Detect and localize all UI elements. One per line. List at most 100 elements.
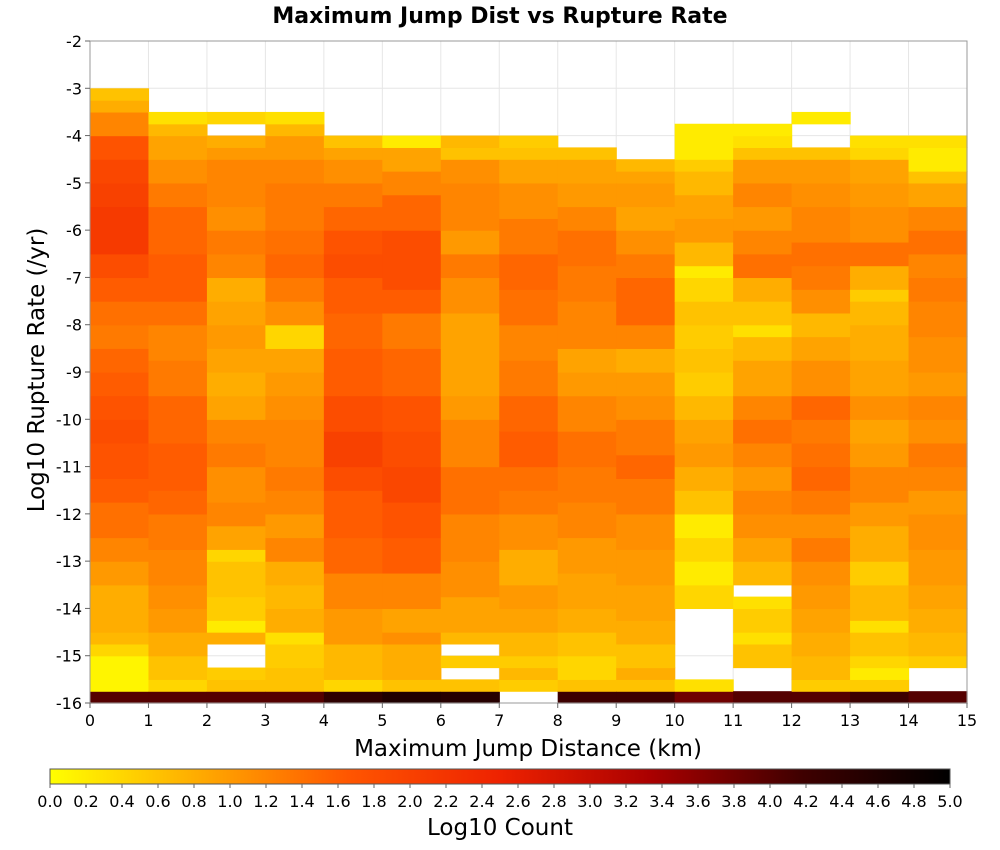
heatmap-cell — [908, 632, 968, 657]
heatmap-cell — [90, 100, 150, 113]
colorbar-tick-label: 3.6 — [685, 792, 710, 811]
heatmap-cell — [206, 691, 266, 704]
heatmap-cell — [206, 253, 266, 279]
heatmap-cell — [616, 454, 676, 479]
heatmap-cell — [206, 230, 266, 255]
colorbar-tick-label: 0.6 — [145, 792, 170, 811]
heatmap-cell — [440, 561, 500, 598]
heatmap-cell — [733, 632, 793, 645]
heatmap-cell — [382, 348, 442, 397]
heatmap-cell — [265, 419, 325, 468]
heatmap-cell — [265, 348, 325, 373]
heatmap-cell — [908, 655, 968, 669]
heatmap-cell — [90, 277, 150, 302]
colorbar-tick-label: 2.4 — [469, 792, 494, 811]
heatmap-cell — [616, 253, 676, 279]
colorbar-tick-label: 1.0 — [217, 792, 242, 811]
heatmap-cell — [850, 147, 910, 160]
x-tick-label: 2 — [202, 711, 212, 730]
heatmap-cell — [90, 442, 150, 479]
heatmap-cell — [616, 667, 676, 680]
heatmap-cell — [499, 159, 559, 184]
heatmap-cell — [265, 182, 325, 231]
heatmap-cell — [382, 147, 442, 172]
heatmap-cell — [674, 372, 734, 397]
heatmap-cell — [499, 466, 559, 491]
heatmap-cell — [440, 655, 500, 669]
heatmap-cell — [850, 265, 910, 290]
heatmap-cell — [616, 277, 676, 326]
heatmap-cell — [265, 667, 325, 692]
heatmap-cell — [323, 643, 383, 680]
heatmap-cell — [90, 561, 150, 586]
heatmap-cell — [674, 561, 734, 586]
heatmap-cell — [206, 135, 266, 148]
heatmap-cell — [850, 395, 910, 420]
heatmap-cell — [148, 159, 208, 184]
y-axis-ticks: -2 -3 -4 -5 -6 -7 -8 -9 -10 -11 -12 -13 -14 -15 -16 — [56, 32, 90, 713]
x-axis-label: Maximum Jump Distance (km) — [354, 736, 702, 762]
heatmap-cell — [733, 253, 793, 279]
heatmap-cell — [265, 643, 325, 669]
heatmap-cell — [440, 395, 500, 420]
heatmap-cell — [323, 230, 383, 255]
heatmap-cell — [90, 643, 150, 657]
colorbar-tick-label: 4.2 — [793, 792, 818, 811]
heatmap-cell — [557, 537, 617, 574]
heatmap-cell — [382, 632, 442, 645]
heatmap-cell — [440, 277, 500, 314]
colorbar-tick-label: 2.0 — [397, 792, 422, 811]
x-tick-label: 12 — [781, 711, 801, 730]
heatmap-cell — [850, 667, 910, 680]
heatmap-cell — [382, 572, 442, 610]
heatmap-cell — [148, 490, 208, 515]
heatmap-cell — [791, 147, 851, 160]
heatmap-cell — [148, 135, 208, 160]
heatmap-cell — [323, 572, 383, 610]
heatmap-cell — [733, 230, 793, 255]
heatmap-cell — [148, 253, 208, 302]
heatmap-cell — [733, 182, 793, 208]
heatmap-cell — [499, 253, 559, 290]
heatmap-cell — [440, 513, 500, 562]
heatmap-cell — [616, 395, 676, 420]
heatmap-cell — [908, 513, 968, 550]
heatmap-cell — [557, 395, 617, 432]
heatmap-cell — [674, 419, 734, 444]
heatmap-cells — [90, 88, 968, 704]
heatmap-cell — [791, 159, 851, 184]
heatmap-cell — [791, 182, 851, 208]
y-tick-label: -16 — [56, 694, 82, 713]
heatmap-cell — [674, 395, 734, 420]
heatmap-cell — [265, 395, 325, 420]
heatmap-cell — [206, 466, 266, 503]
heatmap-cell — [733, 159, 793, 184]
heatmap-cell — [90, 135, 150, 160]
heatmap-cell — [90, 348, 150, 373]
x-tick-label: 8 — [553, 711, 563, 730]
heatmap-cell — [323, 135, 383, 148]
heatmap-cell — [674, 348, 734, 373]
heatmap-cell — [733, 301, 793, 326]
heatmap-cell — [499, 655, 559, 669]
heatmap-cell — [323, 490, 383, 539]
heatmap-cell — [499, 147, 559, 160]
heatmap-cell — [382, 537, 442, 574]
heatmap-cell — [265, 466, 325, 491]
heatmap-cell — [382, 643, 442, 680]
heatmap-cell — [440, 632, 500, 645]
heatmap-cell — [440, 253, 500, 279]
heatmap-cell — [850, 159, 910, 184]
heatmap-cell — [499, 289, 559, 326]
heatmap-cell — [323, 159, 383, 184]
heatmap-cell — [382, 312, 442, 349]
heatmap-cell — [323, 608, 383, 645]
heatmap-cell — [557, 182, 617, 208]
y-tick-label: -2 — [66, 32, 82, 51]
heatmap-cell — [440, 691, 500, 704]
heatmap-cell — [499, 182, 559, 219]
heatmap-cell — [674, 194, 734, 219]
heatmap-cell — [148, 182, 208, 208]
heatmap-cell — [440, 312, 500, 349]
